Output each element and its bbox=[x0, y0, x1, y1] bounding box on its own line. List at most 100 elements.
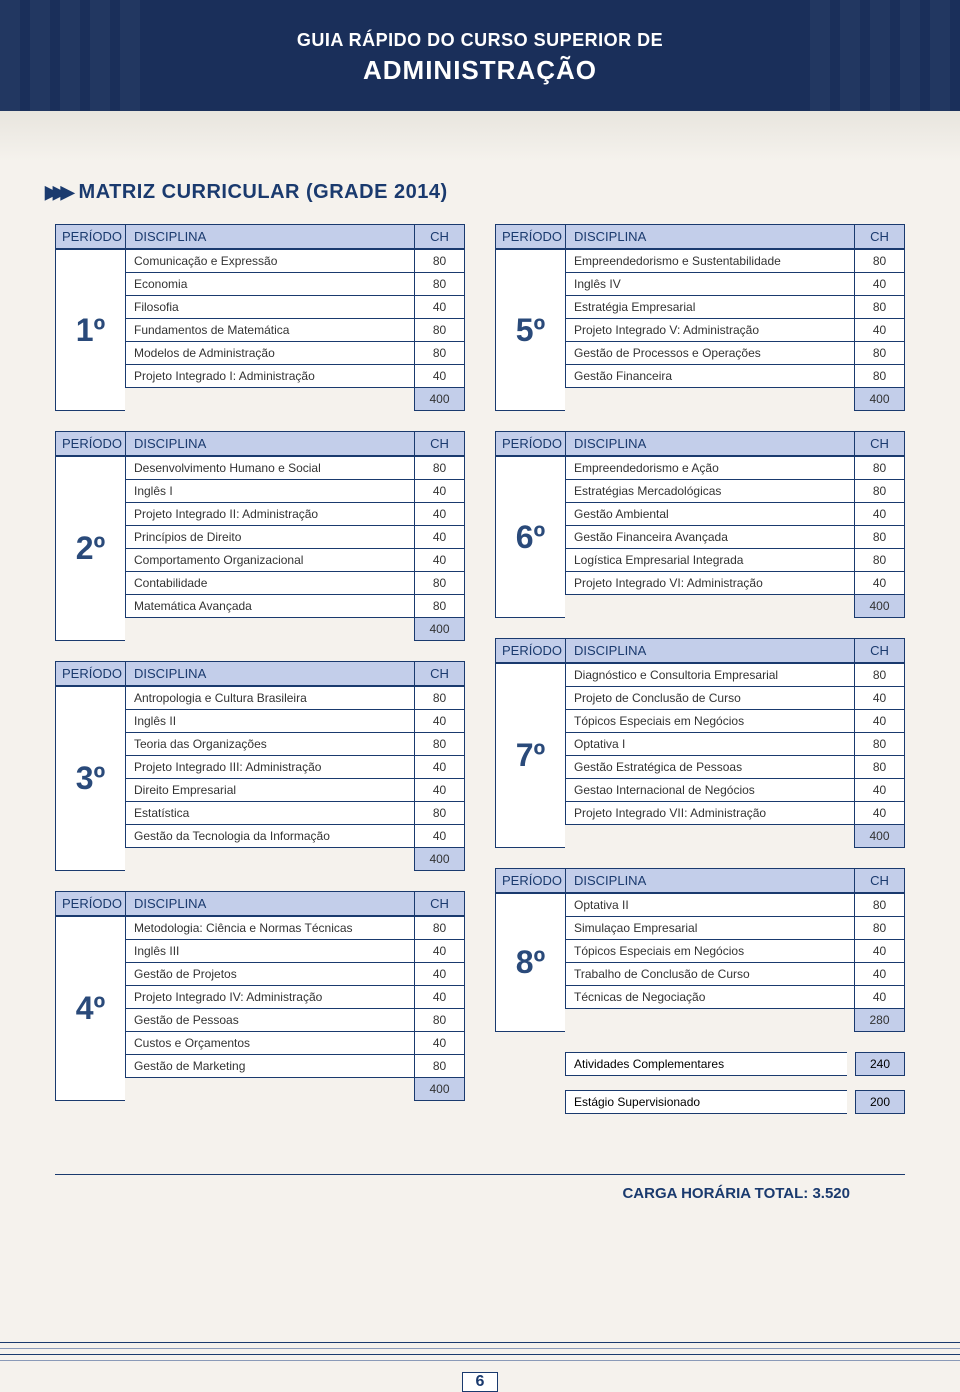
disciplina-cell: Empreendedorismo e Sustentabilidade bbox=[566, 250, 855, 273]
periodo-block: PERÍODODISCIPLINACH2ºDesenvolvimento Hum… bbox=[55, 431, 465, 641]
disciplina-cell: Gestão da Tecnologia da Informação bbox=[126, 825, 415, 848]
table-row: Comportamento Organizacional40 bbox=[126, 549, 465, 572]
table-row: Projeto Integrado VII: Administração40 bbox=[566, 802, 905, 825]
disciplina-cell: Estatística bbox=[126, 802, 415, 825]
ch-cell: 80 bbox=[415, 917, 465, 940]
periodo-number: 4º bbox=[55, 916, 125, 1101]
extra-label: Estágio Supervisionado bbox=[565, 1090, 847, 1114]
table-row: Fundamentos de Matemática80 bbox=[126, 319, 465, 342]
col-disciplina: DISCIPLINA bbox=[566, 225, 855, 249]
periodo-header-label: PERÍODO bbox=[495, 638, 565, 663]
periodo-header-label: PERÍODO bbox=[55, 891, 125, 916]
ch-cell: 40 bbox=[855, 710, 905, 733]
periodo-header-label: PERÍODO bbox=[55, 224, 125, 249]
disciplina-cell: Logística Empresarial Integrada bbox=[566, 549, 855, 572]
disciplina-cell: Gestão Financeira bbox=[566, 365, 855, 388]
ch-cell: 40 bbox=[415, 963, 465, 986]
disciplina-cell: Projeto Integrado II: Administração bbox=[126, 503, 415, 526]
ch-cell: 40 bbox=[415, 549, 465, 572]
col-ch: CH bbox=[855, 869, 905, 893]
col-disciplina: DISCIPLINA bbox=[566, 639, 855, 663]
disciplina-cell: Inglês III bbox=[126, 940, 415, 963]
disciplina-cell: Tópicos Especiais em Negócios bbox=[566, 940, 855, 963]
table-row: Gestão Financeira Avançada80 bbox=[566, 526, 905, 549]
periodo-total: 400 bbox=[855, 595, 905, 618]
col-ch: CH bbox=[415, 892, 465, 916]
ch-cell: 80 bbox=[855, 526, 905, 549]
table-row: Contabilidade80 bbox=[126, 572, 465, 595]
ch-cell: 40 bbox=[415, 756, 465, 779]
curriculum-grid: PERÍODODISCIPLINACH1ºComunicação e Expre… bbox=[0, 224, 960, 1154]
ch-cell: 80 bbox=[855, 756, 905, 779]
periodo-total: 400 bbox=[855, 825, 905, 848]
periodo-total: 280 bbox=[855, 1009, 905, 1032]
table-row: Projeto Integrado VI: Administração40 bbox=[566, 572, 905, 595]
disciplina-cell: Técnicas de Negociação bbox=[566, 986, 855, 1009]
extra-value: 240 bbox=[855, 1052, 905, 1076]
disciplina-cell: Custos e Orçamentos bbox=[126, 1032, 415, 1055]
table-row: Gestão de Projetos40 bbox=[126, 963, 465, 986]
table-row: Gestão Estratégica de Pessoas80 bbox=[566, 756, 905, 779]
disciplina-cell: Gestão de Marketing bbox=[126, 1055, 415, 1078]
ch-cell: 40 bbox=[415, 779, 465, 802]
table-row: Estratégia Empresarial80 bbox=[566, 296, 905, 319]
ch-cell: 40 bbox=[855, 319, 905, 342]
ch-cell: 40 bbox=[855, 503, 905, 526]
ch-cell: 40 bbox=[855, 986, 905, 1009]
chevron-right-icon: ▶▶▶ bbox=[45, 182, 69, 203]
disciplina-cell: Gestao Internacional de Negócios bbox=[566, 779, 855, 802]
ch-cell: 40 bbox=[415, 480, 465, 503]
table-row: Modelos de Administração80 bbox=[126, 342, 465, 365]
table-row: Gestão Ambiental40 bbox=[566, 503, 905, 526]
table-row: Projeto Integrado I: Administração40 bbox=[126, 365, 465, 388]
table-row: Estatística80 bbox=[126, 802, 465, 825]
ch-cell: 40 bbox=[415, 710, 465, 733]
header-shadow bbox=[0, 111, 960, 161]
ch-cell: 80 bbox=[855, 342, 905, 365]
ch-cell: 40 bbox=[855, 779, 905, 802]
periodo-number: 6º bbox=[495, 456, 565, 618]
right-column: PERÍODODISCIPLINACH5ºEmpreendedorismo e … bbox=[495, 224, 905, 1114]
table-row: Inglês II40 bbox=[126, 710, 465, 733]
ch-cell: 40 bbox=[415, 825, 465, 848]
ch-cell: 40 bbox=[415, 526, 465, 549]
table-row: Gestão de Pessoas80 bbox=[126, 1009, 465, 1032]
table-row: Diagnóstico e Consultoria Empresarial80 bbox=[566, 664, 905, 687]
table-row: Gestão de Marketing80 bbox=[126, 1055, 465, 1078]
periodo-number: 7º bbox=[495, 663, 565, 848]
periodo-header-label: PERÍODO bbox=[55, 431, 125, 456]
ch-cell: 40 bbox=[855, 273, 905, 296]
col-disciplina: DISCIPLINA bbox=[566, 869, 855, 893]
periodo-total: 400 bbox=[415, 1078, 465, 1101]
table-row: Inglês I40 bbox=[126, 480, 465, 503]
disciplina-cell: Projeto Integrado V: Administração bbox=[566, 319, 855, 342]
disciplina-cell: Gestão de Projetos bbox=[126, 963, 415, 986]
ch-cell: 40 bbox=[415, 365, 465, 388]
table-row: Filosofia40 bbox=[126, 296, 465, 319]
periodo-block: PERÍODODISCIPLINACH1ºComunicação e Expre… bbox=[55, 224, 465, 411]
table-row: Optativa I80 bbox=[566, 733, 905, 756]
ch-cell: 80 bbox=[415, 1009, 465, 1032]
periodo-header-label: PERÍODO bbox=[55, 661, 125, 686]
table-row: Projeto de Conclusão de Curso40 bbox=[566, 687, 905, 710]
disciplina-cell: Trabalho de Conclusão de Curso bbox=[566, 963, 855, 986]
extras-block: Atividades Complementares240Estágio Supe… bbox=[495, 1052, 905, 1114]
col-disciplina: DISCIPLINA bbox=[566, 432, 855, 456]
table-row: Projeto Integrado IV: Administração40 bbox=[126, 986, 465, 1009]
disciplina-cell: Gestão Ambiental bbox=[566, 503, 855, 526]
table-row: Matemática Avançada80 bbox=[126, 595, 465, 618]
periodo-header-label: PERÍODO bbox=[495, 224, 565, 249]
table-row: Técnicas de Negociação40 bbox=[566, 986, 905, 1009]
col-disciplina: DISCIPLINA bbox=[126, 432, 415, 456]
periodo-number: 3º bbox=[55, 686, 125, 871]
ch-cell: 80 bbox=[415, 687, 465, 710]
periodo-total: 400 bbox=[415, 618, 465, 641]
table-row: Antropologia e Cultura Brasileira80 bbox=[126, 687, 465, 710]
table-row: Optativa II80 bbox=[566, 894, 905, 917]
disciplina-cell: Inglês IV bbox=[566, 273, 855, 296]
disciplina-cell: Comportamento Organizacional bbox=[126, 549, 415, 572]
table-row: Teoria das Organizações80 bbox=[126, 733, 465, 756]
periodo-total: 400 bbox=[415, 388, 465, 411]
table-row: Custos e Orçamentos40 bbox=[126, 1032, 465, 1055]
table-row: Princípios de Direito40 bbox=[126, 526, 465, 549]
